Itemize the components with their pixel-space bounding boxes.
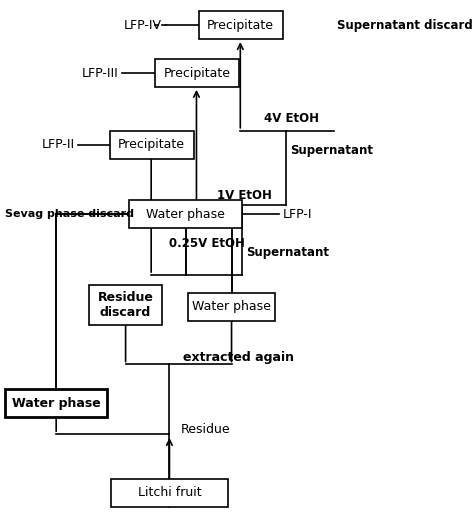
Text: LFP-I: LFP-I [283,208,312,221]
Text: extracted again: extracted again [182,351,293,364]
Text: Residue
discard: Residue discard [98,291,154,319]
FancyBboxPatch shape [155,59,239,87]
FancyBboxPatch shape [188,293,275,321]
Text: Precipitate: Precipitate [164,66,230,79]
Text: LFP-II: LFP-II [41,138,74,151]
Text: Supernatant discard: Supernatant discard [337,19,473,32]
FancyBboxPatch shape [199,12,283,39]
Text: Water phase: Water phase [192,300,271,313]
Text: 4V EtOH: 4V EtOH [264,112,319,125]
FancyBboxPatch shape [5,389,107,417]
Text: Supernatant: Supernatant [290,144,373,157]
Text: Residue: Residue [181,422,230,436]
Text: Water phase: Water phase [146,208,225,221]
Text: LFP-IV: LFP-IV [124,19,162,32]
Text: Water phase: Water phase [12,397,100,410]
Text: Litchi fruit: Litchi fruit [137,486,201,499]
Text: Supernatant: Supernatant [246,246,329,259]
FancyBboxPatch shape [109,130,193,158]
Text: 0.25V EtOH: 0.25V EtOH [169,237,246,250]
Text: Precipitate: Precipitate [207,19,274,32]
Text: 1V EtOH: 1V EtOH [217,189,272,202]
FancyBboxPatch shape [89,285,162,325]
Text: Sevag phase discard: Sevag phase discard [5,209,134,219]
FancyBboxPatch shape [111,479,228,507]
FancyBboxPatch shape [129,200,243,228]
Text: Precipitate: Precipitate [118,138,185,151]
Text: LFP-III: LFP-III [82,66,118,79]
